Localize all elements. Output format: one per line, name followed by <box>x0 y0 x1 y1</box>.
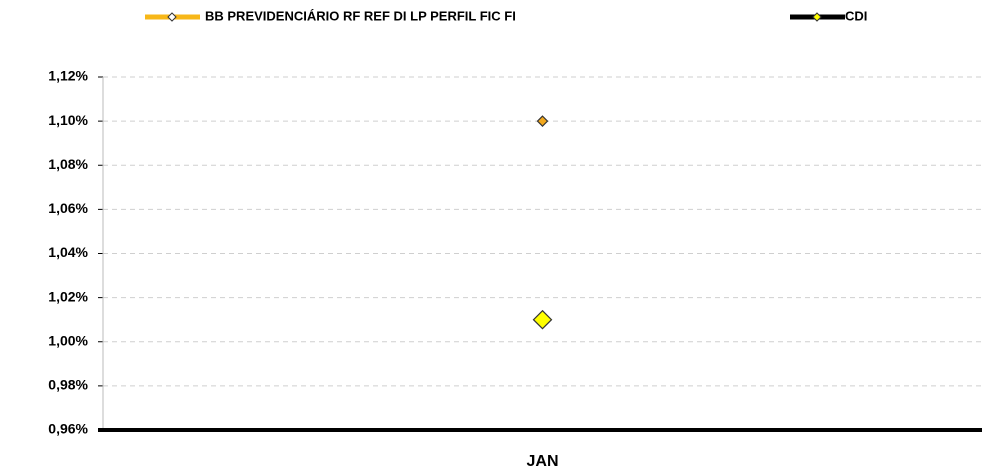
legend-marker <box>167 12 177 22</box>
y-tick-label: 1,04% <box>48 244 88 260</box>
legend-label: BB PREVIDENCIÁRIO RF REF DI LP PERFIL FI… <box>205 8 516 23</box>
marker <box>532 309 553 330</box>
x-tick-label: JAN <box>526 453 558 470</box>
y-tick-label: 1,12% <box>48 68 88 84</box>
y-tick-label: 1,02% <box>48 288 88 304</box>
y-tick-label: 1,08% <box>48 156 88 172</box>
marker <box>536 115 549 127</box>
y-tick-label: 0,98% <box>48 377 88 393</box>
y-tick-label: 1,06% <box>48 200 88 216</box>
legend-label: CDI <box>845 8 867 23</box>
y-tick-label: 1,10% <box>48 112 88 128</box>
y-tick-label: 0,96% <box>48 421 88 437</box>
legend-marker <box>812 12 822 22</box>
y-tick-label: 1,00% <box>48 332 88 348</box>
